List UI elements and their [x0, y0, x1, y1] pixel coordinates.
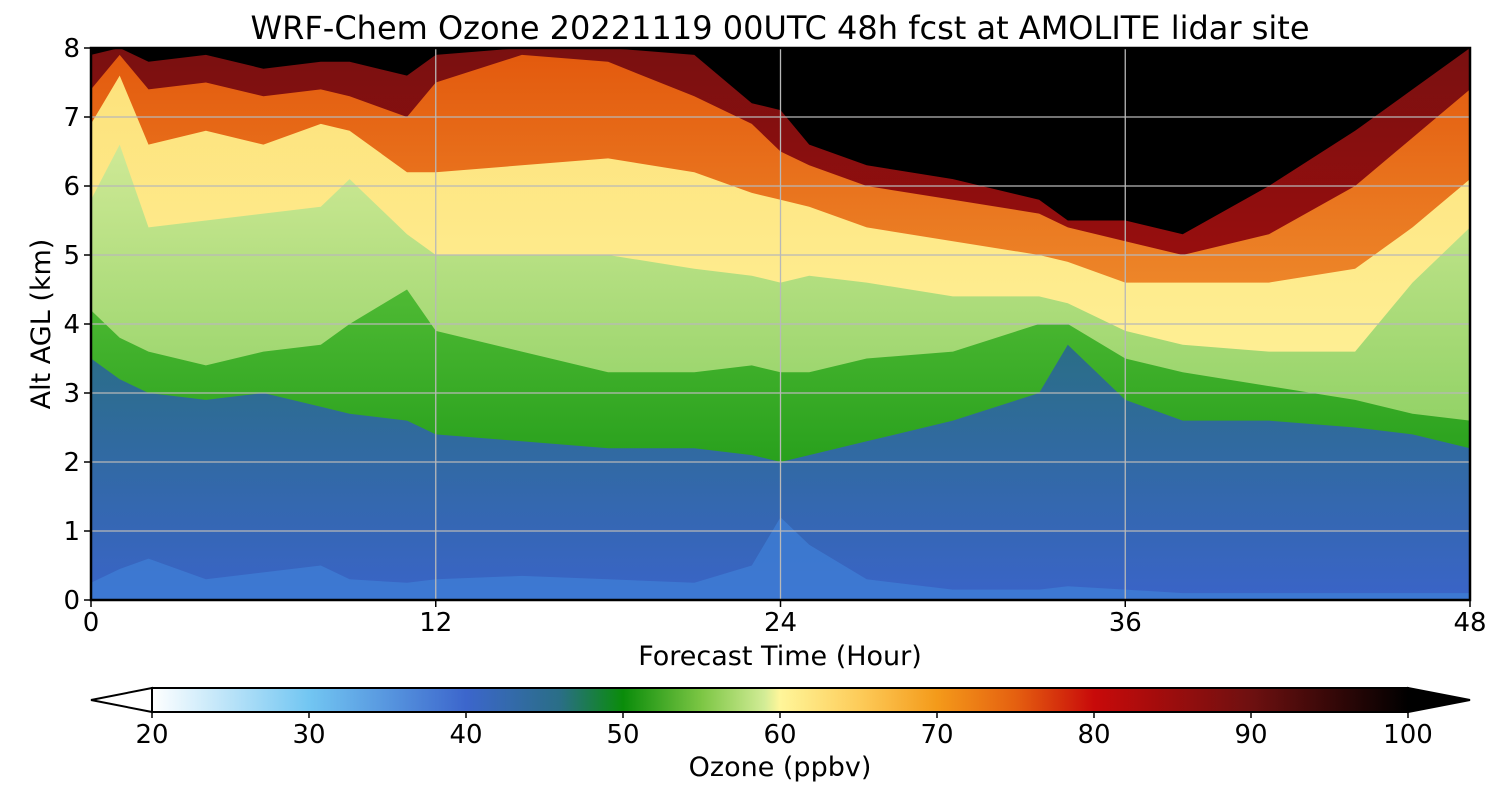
colorbar-tick-label: 100	[1383, 720, 1433, 750]
x-tick-label: 0	[83, 608, 100, 638]
y-tick-label: 3	[63, 379, 80, 409]
y-axis: 0 1 2 3 4 5 6 7 8	[63, 34, 91, 616]
x-axis: 0 12 24 36 48	[83, 600, 1487, 638]
y-tick-label: 7	[63, 103, 80, 133]
colorbar-tick-label: 40	[449, 720, 482, 750]
y-axis-label: Alt AGL (km)	[26, 239, 57, 410]
colorbar: 20 30 40 50 60 70 80 90 100	[90, 686, 1471, 750]
x-tick-label: 24	[764, 608, 797, 638]
x-tick-label: 48	[1453, 608, 1486, 638]
y-tick-label: 4	[63, 310, 80, 340]
colorbar-tick-label: 80	[1077, 720, 1110, 750]
grid-lines	[91, 48, 1470, 600]
x-tick-label: 12	[419, 608, 452, 638]
chart-title: WRF-Chem Ozone 20221119 00UTC 48h fcst a…	[250, 9, 1309, 47]
y-tick-label: 8	[63, 34, 80, 64]
y-tick-label: 5	[63, 241, 80, 271]
colorbar-tick-label: 30	[292, 720, 325, 750]
colorbar-gradient	[151, 687, 1409, 713]
colorbar-tick-label: 60	[763, 720, 796, 750]
colorbar-ticks: 20 30 40 50 60 70 80 90 100	[135, 712, 1433, 750]
colorbar-tick-label: 70	[920, 720, 953, 750]
x-axis-label: Forecast Time (Hour)	[638, 641, 922, 672]
y-tick-label: 6	[63, 172, 80, 202]
colorbar-label: Ozone (ppbv)	[689, 752, 872, 783]
y-tick-label: 2	[63, 448, 80, 478]
colorbar-min-extension	[90, 686, 153, 714]
y-tick-label: 0	[63, 586, 80, 616]
x-tick-label: 36	[1109, 608, 1142, 638]
colorbar-tick-label: 90	[1234, 720, 1267, 750]
colorbar-tick-label: 20	[135, 720, 168, 750]
plot-area	[91, 48, 1470, 600]
y-tick-label: 1	[63, 517, 80, 547]
colorbar-tick-label: 50	[606, 720, 639, 750]
colorbar-max-extension	[1407, 686, 1471, 714]
